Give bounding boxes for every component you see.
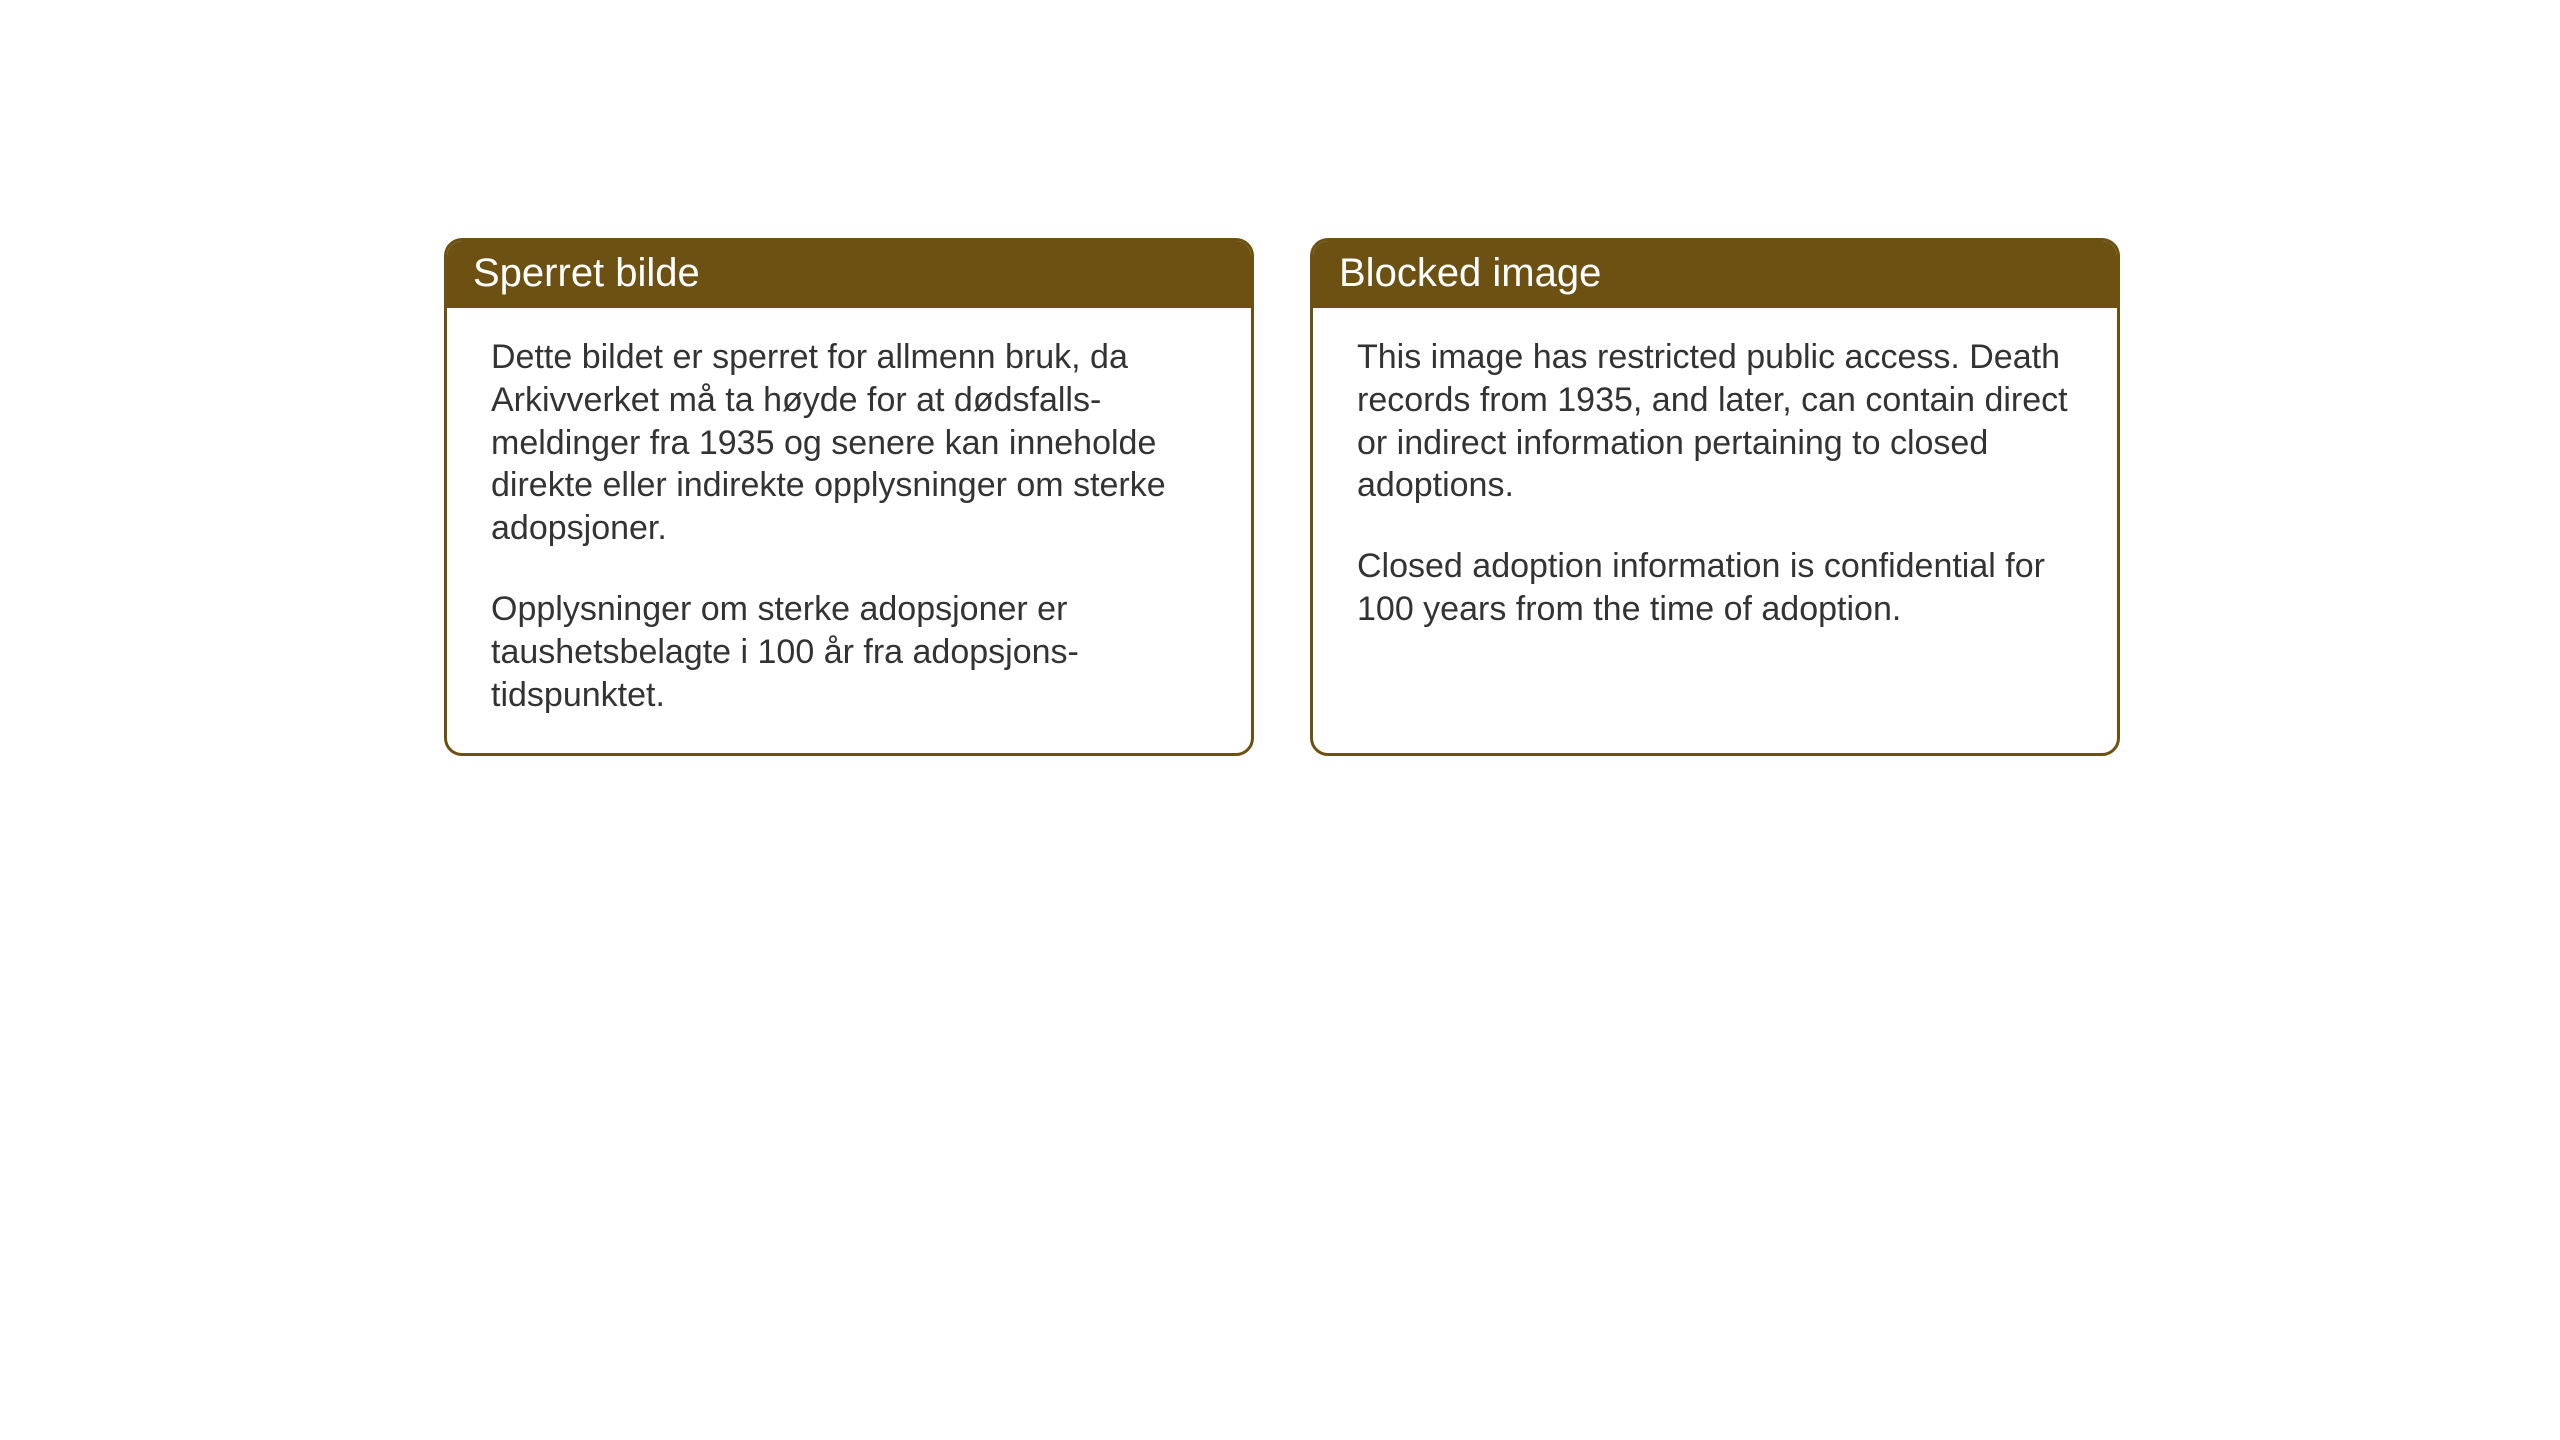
card-header: Blocked image — [1313, 241, 2117, 308]
notice-container: Sperret bilde Dette bildet er sperret fo… — [444, 238, 2120, 756]
card-body: Dette bildet er sperret for allmenn bruk… — [447, 308, 1251, 753]
notice-paragraph: This image has restricted public access.… — [1357, 336, 2073, 507]
notice-paragraph: Opplysninger om sterke adopsjoner er tau… — [491, 588, 1207, 716]
card-body: This image has restricted public access.… — [1313, 308, 2117, 667]
notice-paragraph: Closed adoption information is confident… — [1357, 545, 2073, 631]
card-header: Sperret bilde — [447, 241, 1251, 308]
notice-card-english: Blocked image This image has restricted … — [1310, 238, 2120, 756]
notice-paragraph: Dette bildet er sperret for allmenn bruk… — [491, 336, 1207, 550]
notice-card-norwegian: Sperret bilde Dette bildet er sperret fo… — [444, 238, 1254, 756]
